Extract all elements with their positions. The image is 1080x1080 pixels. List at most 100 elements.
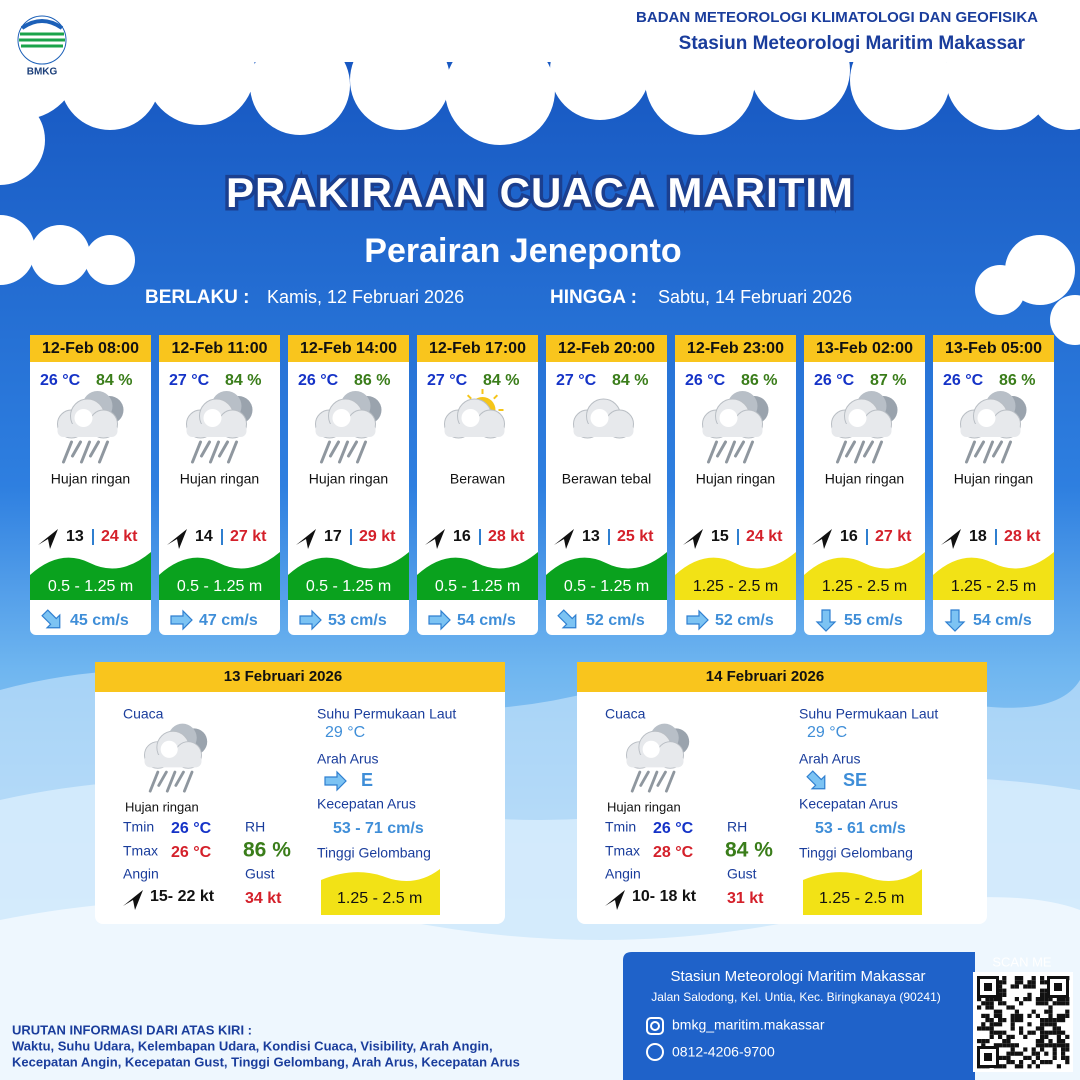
label: Tinggi Gelombang [799,845,913,861]
qr-module [993,1022,998,1027]
qr-module [1056,1013,1061,1018]
qr-module [989,1030,994,1035]
qr-module [1040,1034,1045,1039]
qr-module [1002,1043,1007,1048]
qr-module [1027,992,1032,997]
qr-module [1027,1022,1032,1027]
qr-module [1048,1039,1053,1044]
wave-band [546,552,667,600]
wind-arrow [683,529,703,549]
cloud [350,30,450,130]
qr-module [1031,1060,1036,1065]
qr-module [1056,1034,1061,1039]
panel-date: 14 Februari 2026 [706,668,824,685]
qr-module [1014,1013,1019,1018]
phone[interactable]: 0812-4206-9700 [672,1044,775,1060]
temperature: 26 °C [685,372,726,389]
qr-module [1052,1018,1057,1023]
qr-module [998,1043,1003,1048]
qr-module [1031,984,1036,989]
forecast-card: 12-Feb 11:00 27 °C 84 % Hujan ringan 14 27 kt… [159,335,280,635]
qr-module [1040,976,1045,981]
qr-module [1027,980,1032,985]
qr-module [1061,1030,1066,1035]
station-name: Stasiun Meteorologi Maritim Makassar [679,33,1026,54]
rain [174,770,185,787]
cloud [57,424,118,437]
qr-module [985,1026,990,1031]
weather-icon [573,398,634,439]
qr-module [1044,1034,1049,1039]
qr-module [989,1018,994,1023]
label: Tmax [605,843,640,859]
current-arrow [41,609,61,629]
qr-module [1044,1022,1049,1027]
qr-module [1044,1018,1049,1023]
weather: Hujan ringan [607,799,681,814]
contact-name: Stasiun Meteorologi Maritim Makassar [670,968,925,985]
current-arrow [428,609,451,631]
qr-module [1040,992,1045,997]
validity-from-label: BERLAKU : [145,287,250,308]
wind-speed: 14 [195,528,213,545]
qr-finder [984,1053,992,1061]
qr-module [1014,980,1019,985]
forecast-card: 12-Feb 08:00 26 °C 84 % Hujan ringan 13 24 kt… [30,335,151,635]
title: PRAKIRAAN CUACA MARITIM [226,169,854,216]
rain [992,440,1003,458]
qr-module [1002,976,1007,981]
qr-module [993,1043,998,1048]
qr-module [989,1001,994,1006]
cloud [315,424,376,437]
temperature: 26 °C [814,372,855,389]
label: Tmin [123,819,154,835]
time: 12-Feb 20:00 [558,340,655,357]
qr-module [985,1039,990,1044]
qr-module [1056,1039,1061,1044]
cloud [186,424,247,437]
qr-module [1061,997,1066,1002]
qr-module [977,1005,982,1010]
gust: 28 kt [488,528,525,545]
qr-module [1019,1060,1024,1065]
cloud [1030,50,1080,130]
qr-module [1010,1018,1015,1023]
qr-module [1023,984,1028,989]
wind-speed: 15 [711,528,729,545]
gust: 31 kt [727,890,764,907]
panel-header [577,662,987,692]
current-speed: 45 cm/s [70,612,129,629]
wind-arrow [941,529,961,549]
cloud [550,20,650,120]
instagram[interactable]: bmkg_maritim.makassar [672,1017,825,1033]
qr-module [1040,997,1045,1002]
current-speed: 54 cm/s [973,612,1032,629]
qr-module [1006,1060,1011,1065]
qr-module [1023,1055,1028,1060]
rain [872,440,883,464]
qr-module [1031,976,1036,981]
qr-module [1061,1043,1066,1048]
wave-band [30,552,151,600]
qr-module [1040,1026,1045,1031]
contact-box: Stasiun Meteorologi Maritim Makassar Jal… [623,952,975,1080]
humidity: 87 % [870,372,906,389]
weather: Berawan [450,471,505,487]
gust: 34 kt [245,890,282,907]
qr-module [1023,1047,1028,1052]
qr-module [1048,1009,1053,1014]
cloud [144,755,202,768]
gust: 24 kt [746,528,783,545]
label: Tmin [605,819,636,835]
panel [95,662,505,924]
scan-me: SCAN ME [992,954,1052,969]
cloud-shade [642,740,660,758]
qr-module [989,1034,994,1039]
cloud [850,30,950,130]
weather-icon [57,391,124,464]
rain [347,440,358,458]
qr-module [1035,997,1040,1002]
rh: 84 % [725,839,773,862]
instagram-icon [646,1017,664,1035]
